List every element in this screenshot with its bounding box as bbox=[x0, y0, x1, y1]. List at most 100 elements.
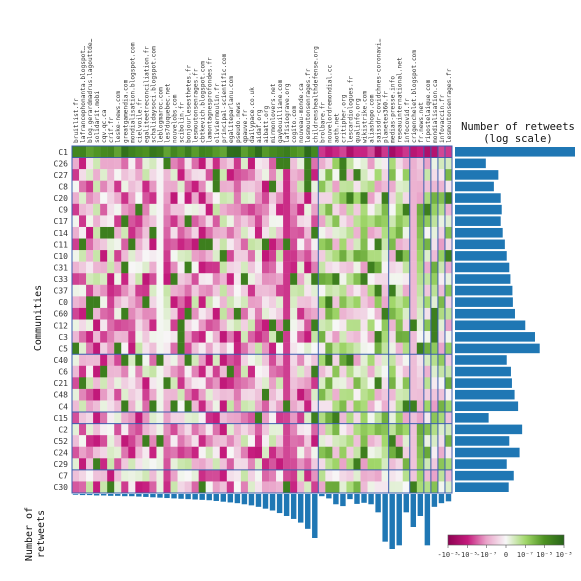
heat-cell bbox=[156, 169, 164, 181]
column-label: aibatt.org bbox=[263, 105, 270, 143]
heat-cell bbox=[444, 215, 453, 228]
heat-cell bbox=[283, 226, 291, 239]
heat-cell bbox=[367, 481, 375, 494]
heat-cell bbox=[219, 388, 228, 401]
heat-cell bbox=[226, 400, 235, 413]
heat-cell bbox=[437, 481, 446, 494]
heat-cell bbox=[142, 342, 150, 355]
heat-cell bbox=[212, 203, 220, 216]
heat-cell bbox=[290, 169, 298, 181]
heat-cell bbox=[395, 169, 403, 181]
heat-cell bbox=[283, 400, 291, 413]
heat-cell bbox=[184, 284, 192, 297]
heat-cell bbox=[240, 261, 249, 274]
column-bar bbox=[396, 494, 402, 546]
heat-cell bbox=[325, 400, 333, 413]
heat-cell bbox=[177, 238, 185, 251]
column-bar bbox=[283, 494, 290, 516]
heat-cell bbox=[177, 203, 185, 216]
heat-cell bbox=[325, 423, 333, 436]
heat-cell bbox=[269, 203, 277, 216]
row-bar bbox=[455, 285, 513, 296]
heat-cell bbox=[156, 261, 164, 274]
heat-cell bbox=[276, 226, 284, 239]
heat-cell bbox=[360, 400, 368, 413]
heat-cell bbox=[184, 273, 192, 285]
heat-cell bbox=[212, 446, 220, 459]
colorbar bbox=[447, 534, 565, 546]
heat-cell bbox=[283, 435, 291, 447]
heat-cell bbox=[100, 446, 108, 459]
heat-cell bbox=[346, 412, 354, 424]
heat-cell bbox=[93, 157, 101, 170]
row-label: C8 bbox=[58, 182, 68, 191]
heat-cell bbox=[339, 435, 347, 447]
row-bar bbox=[455, 389, 515, 400]
heat-cell bbox=[367, 238, 375, 251]
heat-cell bbox=[114, 481, 122, 494]
heat-cell bbox=[198, 412, 206, 424]
heat-cell bbox=[311, 458, 319, 471]
column-bar bbox=[115, 494, 121, 496]
heat-cell bbox=[388, 342, 396, 355]
column-label: nouvelordremondial.cc bbox=[326, 64, 333, 143]
heat-cell bbox=[177, 469, 185, 482]
heat-cell bbox=[72, 331, 80, 343]
heat-cell bbox=[142, 400, 150, 413]
heat-cell bbox=[269, 458, 277, 471]
heat-cell bbox=[170, 157, 178, 170]
heat-cell bbox=[304, 157, 312, 170]
heat-cell bbox=[297, 250, 305, 262]
heat-cell bbox=[72, 215, 80, 228]
heat-cell bbox=[226, 354, 235, 366]
heat-cell bbox=[353, 458, 361, 471]
heat-cell bbox=[290, 331, 298, 343]
heat-cell bbox=[156, 400, 164, 413]
heat-cell bbox=[430, 192, 439, 205]
heat-cell bbox=[311, 319, 319, 332]
heat-cell bbox=[346, 169, 354, 181]
heat-cell bbox=[430, 354, 439, 366]
row-label: C26 bbox=[54, 159, 69, 168]
heat-cell bbox=[367, 412, 375, 424]
heat-cell bbox=[107, 169, 115, 181]
heat-cell bbox=[219, 226, 228, 239]
heat-cell bbox=[219, 250, 228, 262]
heat-cell bbox=[107, 469, 115, 482]
heat-cell bbox=[247, 435, 256, 447]
heat-cell bbox=[233, 377, 242, 390]
heat-cell bbox=[233, 388, 242, 401]
heat-cell bbox=[409, 146, 418, 158]
heat-cell bbox=[437, 388, 446, 401]
heat-cell bbox=[191, 250, 199, 262]
heat-cell bbox=[262, 192, 270, 205]
heat-cell bbox=[332, 331, 340, 343]
colorbar-tick-label: 10⁻³ bbox=[556, 551, 573, 559]
heat-cell bbox=[262, 146, 270, 158]
column-label: scibolin.fr bbox=[179, 102, 186, 143]
row-bar bbox=[455, 436, 510, 446]
heat-cell bbox=[170, 146, 178, 158]
heat-cell bbox=[381, 469, 389, 482]
heat-cell bbox=[416, 215, 425, 228]
heat-cell bbox=[191, 458, 199, 471]
heat-cell bbox=[276, 435, 284, 447]
heat-cell bbox=[290, 261, 298, 274]
heat-cell bbox=[226, 180, 235, 193]
heat-cell bbox=[269, 469, 277, 482]
heat-cell bbox=[374, 319, 382, 332]
heat-cell bbox=[325, 284, 333, 297]
heat-cell bbox=[72, 226, 80, 239]
heat-cell bbox=[444, 423, 453, 436]
heat-cell bbox=[135, 423, 143, 436]
heat-cell bbox=[177, 388, 185, 401]
bottom-label-line2: retweets bbox=[36, 510, 47, 558]
heat-cell bbox=[311, 469, 319, 482]
heat-cell bbox=[367, 400, 375, 413]
heat-cell bbox=[416, 458, 425, 471]
column-bar bbox=[354, 494, 360, 504]
heat-cell bbox=[240, 458, 249, 471]
heat-cell bbox=[290, 157, 298, 170]
heat-cell bbox=[170, 365, 178, 378]
heat-cell bbox=[388, 307, 396, 320]
